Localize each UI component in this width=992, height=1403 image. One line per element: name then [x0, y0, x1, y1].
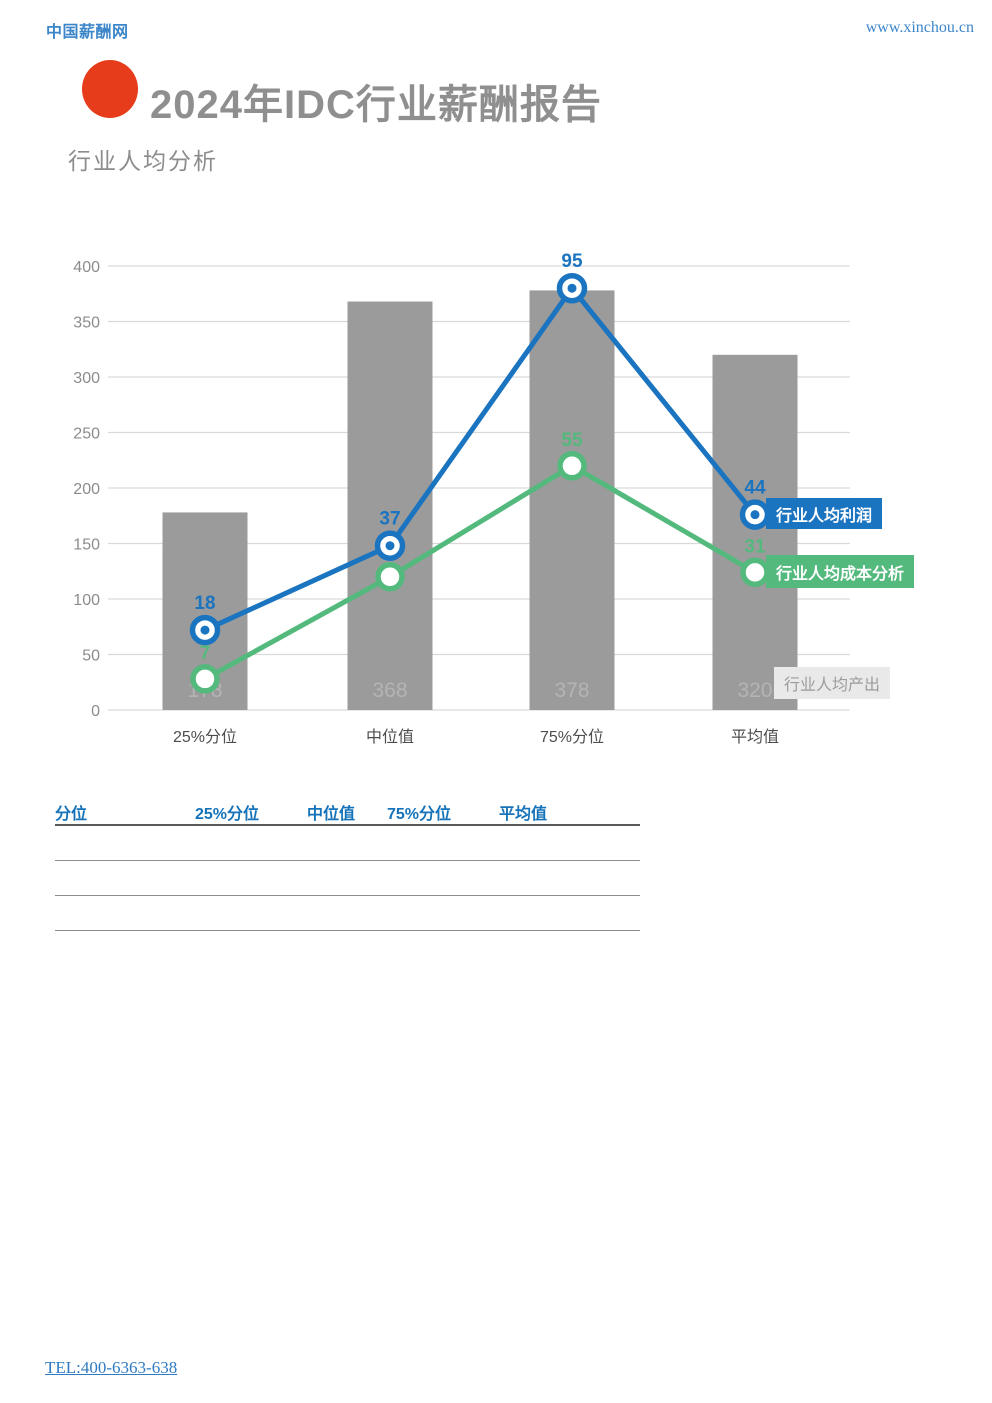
- y-axis-tick-label: 350: [73, 315, 100, 332]
- cost-point-marker: [375, 562, 405, 592]
- profit-point-core: [750, 510, 760, 520]
- table-header-p75: 75%分位: [386, 806, 451, 823]
- site-name-link[interactable]: 中国薪酬网: [46, 24, 129, 41]
- table-row: [55, 861, 640, 896]
- table-row: [55, 826, 640, 861]
- bar-output: [712, 354, 798, 710]
- y-axis-tick-label: 0: [91, 703, 100, 720]
- profit-value-label: 95: [561, 251, 583, 272]
- table-header-median: 中位值: [306, 806, 355, 823]
- cost-value-label: 55: [561, 430, 583, 451]
- report-title: 2024年IDC行业薪酬报告: [150, 83, 602, 127]
- cost-value-label: 7: [200, 643, 211, 664]
- per-capita-combo-chart: 05010015020025030035040017836837832025%分…: [0, 250, 992, 770]
- y-axis-tick-label: 300: [73, 370, 100, 387]
- legend-cost-label[interactable]: 行业人均成本分析: [766, 555, 915, 588]
- table-header-row: 分位 25%分位 中位值 75%分位 平均值: [55, 800, 640, 826]
- chart-canvas: 05010015020025030035040017836837832025%分…: [73, 251, 850, 746]
- x-axis-category-label: 中位值: [366, 728, 414, 746]
- cost-point-marker: [190, 664, 220, 694]
- legend-profit-label[interactable]: 行业人均利润: [766, 498, 883, 529]
- percentile-table: 分位 25%分位 中位值 75%分位 平均值: [55, 800, 640, 931]
- table-header-p25: 25%分位: [194, 806, 259, 823]
- section-title: 行业人均分析: [68, 148, 218, 174]
- bar-value-label: 368: [372, 679, 407, 702]
- profit-point-core: [385, 541, 395, 551]
- profit-value-label: 18: [194, 593, 215, 614]
- y-axis-tick-label: 400: [73, 259, 100, 276]
- cost-point-marker: [557, 451, 587, 481]
- y-axis-tick-label: 50: [82, 648, 100, 665]
- legend-output-label[interactable]: 行业人均产出: [774, 667, 891, 699]
- footer-bar: [40, 1385, 992, 1403]
- profit-point-core: [567, 283, 577, 293]
- cost-value-label: 31: [744, 536, 766, 557]
- footer-tel-link[interactable]: TEL:400-6363-638: [45, 1358, 178, 1377]
- x-axis-category-label: 平均值: [731, 728, 779, 746]
- logo-red-circle-icon: [82, 60, 138, 118]
- table-header-mean: 平均值: [498, 806, 547, 823]
- line-profit: [203, 284, 757, 633]
- profit-value-label: 44: [744, 478, 766, 499]
- table-row: [55, 896, 640, 931]
- bar-output: [529, 290, 615, 710]
- bar-value-label: 320: [737, 679, 772, 702]
- site-url-link[interactable]: www.xinchou.cn: [865, 19, 974, 36]
- profit-point-core: [200, 625, 210, 635]
- cost-point-marker: [740, 557, 770, 588]
- x-axis-category-label: 75%分位: [540, 728, 604, 746]
- y-axis-tick-label: 150: [73, 537, 100, 554]
- bar-value-label: 378: [554, 679, 589, 702]
- x-axis-category-label: 25%分位: [173, 728, 237, 746]
- y-axis-tick-label: 250: [73, 426, 100, 443]
- y-axis-tick-label: 200: [73, 481, 100, 498]
- y-axis-tick-label: 100: [73, 592, 100, 609]
- line-cost: [203, 462, 757, 682]
- table-header-percentile: 分位: [55, 806, 88, 823]
- profit-value-label: 37: [379, 509, 400, 530]
